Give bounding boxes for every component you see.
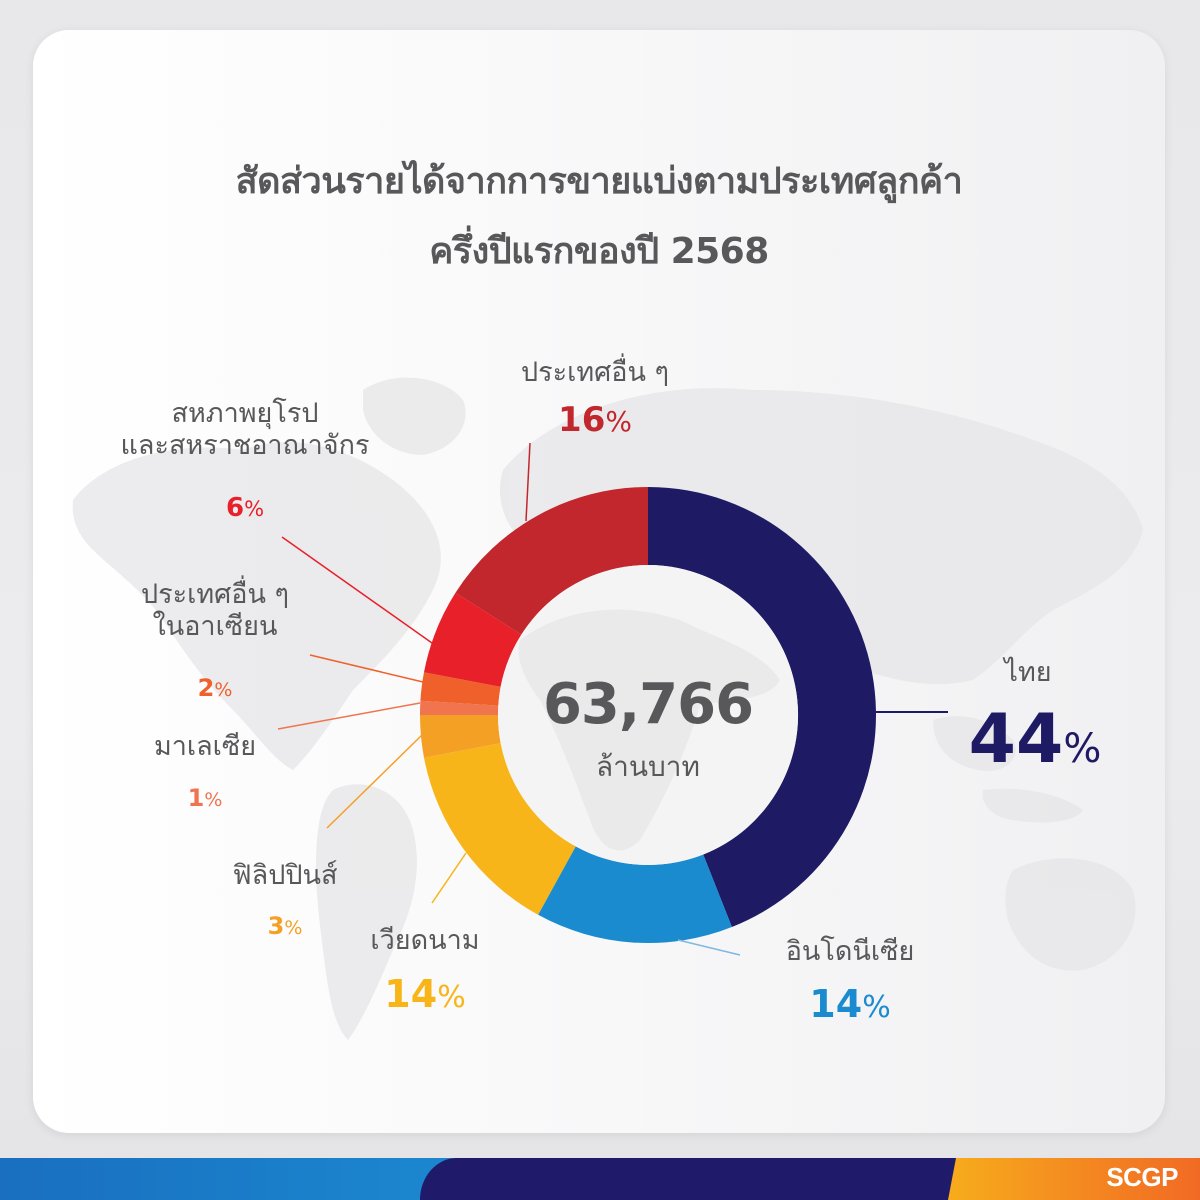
pct-other: 16% [490, 400, 700, 440]
pct-symbol: % [1063, 726, 1102, 772]
pct-symbol: % [605, 405, 632, 438]
segment-other-asean[interactable] [420, 672, 501, 706]
label-other: ประเทศอื่น ๆ [520, 357, 670, 388]
pct-value: 14 [384, 972, 438, 1016]
label-other-asean: ประเทศอื่น ๆ ในอาเซียน [110, 579, 320, 643]
pct-other-asean: 2% [110, 674, 320, 702]
segment-vietnam[interactable] [424, 743, 576, 915]
label-eu-uk: สหภาพยุโรป และสหราชอาณาจักร [90, 398, 400, 462]
pct-value: 6 [225, 493, 245, 523]
segment-other[interactable] [455, 487, 649, 635]
pct-eu-uk: 6% [90, 493, 400, 523]
label-line1: ประเทศอื่น ๆ [140, 579, 290, 610]
pct-symbol: % [204, 789, 223, 811]
pct-value: 2 [197, 674, 215, 702]
segment-thailand[interactable] [648, 487, 876, 927]
label-line1: สหภาพยุโรป [171, 398, 319, 429]
leader-line-other [525, 442, 531, 522]
segment-eu-uk[interactable] [424, 592, 522, 687]
pct-symbol: % [284, 917, 303, 939]
label-vietnam: เวียดนาม [370, 925, 480, 956]
segment-indonesia[interactable] [538, 846, 732, 944]
pct-philippines: 3% [200, 912, 370, 940]
segment-philippines[interactable] [419, 715, 501, 758]
total-revenue-unit: ล้านบาท [596, 750, 700, 783]
pct-value: 1 [187, 784, 205, 812]
leader-line-other-asean [309, 654, 424, 683]
scgp-logo: SCGP [1106, 1162, 1178, 1192]
pct-symbol: % [862, 990, 891, 1025]
pct-value: 14 [809, 982, 863, 1026]
pct-malaysia: 1% [120, 784, 290, 812]
leader-line-philippines [326, 734, 423, 829]
label-philippines: ฟิลิปปินส์ [232, 860, 338, 891]
pct-value: 44 [968, 700, 1064, 779]
label-malaysia: มาเลเซีย [153, 731, 257, 762]
pct-symbol: % [214, 679, 233, 701]
segment-malaysia[interactable] [419, 700, 499, 715]
footer-blue-band [0, 1158, 500, 1200]
leader-line-malaysia [277, 702, 421, 730]
pct-indonesia: 14% [760, 982, 940, 1026]
pct-value: 16 [558, 400, 606, 440]
chart-title-line2: ครึ่งปีแรกของปี 2568 [429, 231, 769, 272]
leader-line-indonesia [677, 939, 741, 956]
pct-value: 3 [267, 912, 285, 940]
footer-navy-band-fill [500, 1158, 960, 1200]
label-indonesia: อินโดนีเซีย [785, 936, 915, 967]
pct-vietnam: 14% [340, 972, 510, 1016]
world-map-background [72, 377, 1143, 1040]
pct-thailand: 44% [950, 700, 1120, 779]
label-line2: และสหราชอาณาจักร [120, 429, 370, 461]
footer-orange-band [948, 1158, 1200, 1200]
chart-title-line1: สัดส่วนรายได้จากการขายแบ่งตามประเทศลูกค้… [235, 161, 963, 202]
pct-symbol: % [244, 497, 265, 521]
leader-line-vietnam [431, 852, 467, 904]
label-line2: ในอาเซียน [152, 610, 278, 642]
brand-footer-bar [0, 1158, 1200, 1200]
label-thailand: ไทย [1004, 657, 1052, 688]
leader-line-eu-uk [281, 536, 433, 644]
infographic-card: สัดส่วนรายได้จากการขายแบ่งตามประเทศลูกค้… [33, 30, 1165, 1133]
pct-symbol: % [437, 980, 466, 1015]
total-revenue-value: 63,766 [542, 672, 754, 737]
